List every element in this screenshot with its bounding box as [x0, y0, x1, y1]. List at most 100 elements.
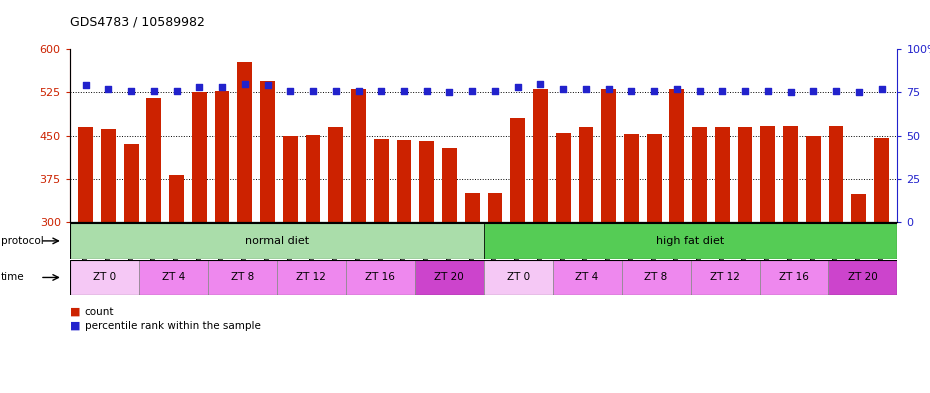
- Bar: [101, 129, 116, 222]
- Point: [192, 84, 206, 90]
- Bar: [352, 90, 365, 222]
- Bar: [511, 118, 525, 222]
- Text: high fat diet: high fat diet: [657, 236, 724, 246]
- Bar: [602, 90, 616, 222]
- Point: [533, 81, 548, 87]
- Text: protocol: protocol: [1, 236, 44, 246]
- Bar: [465, 193, 480, 222]
- Point: [556, 86, 571, 92]
- Point: [146, 88, 161, 94]
- Text: ■: ■: [70, 321, 80, 331]
- Point: [101, 86, 116, 92]
- Point: [328, 88, 343, 94]
- Point: [692, 88, 707, 94]
- Bar: [419, 141, 434, 222]
- Bar: [692, 127, 707, 222]
- Point: [737, 88, 752, 94]
- Bar: [70, 223, 484, 259]
- Bar: [192, 92, 206, 222]
- Bar: [806, 136, 820, 222]
- Bar: [783, 127, 798, 222]
- Bar: [484, 260, 552, 295]
- Point: [487, 88, 502, 94]
- Text: ■: ■: [70, 307, 80, 317]
- Text: count: count: [85, 307, 114, 317]
- Text: ZT 0: ZT 0: [507, 272, 530, 283]
- Text: ZT 8: ZT 8: [231, 272, 254, 283]
- Text: ZT 8: ZT 8: [644, 272, 668, 283]
- Bar: [237, 62, 252, 222]
- Point: [260, 82, 275, 88]
- Point: [352, 88, 366, 94]
- Bar: [346, 260, 415, 295]
- Text: ZT 0: ZT 0: [93, 272, 116, 283]
- Bar: [396, 140, 411, 222]
- Bar: [761, 127, 776, 222]
- Bar: [829, 260, 897, 295]
- Text: ZT 20: ZT 20: [434, 272, 464, 283]
- Bar: [646, 134, 661, 222]
- Text: percentile rank within the sample: percentile rank within the sample: [85, 321, 260, 331]
- Point: [124, 88, 139, 94]
- Point: [511, 84, 525, 90]
- Text: normal diet: normal diet: [245, 236, 309, 246]
- Point: [624, 88, 639, 94]
- Point: [283, 88, 298, 94]
- Bar: [487, 193, 502, 222]
- Point: [215, 84, 230, 90]
- Bar: [70, 260, 139, 295]
- Bar: [874, 138, 889, 222]
- Bar: [737, 127, 752, 222]
- Point: [874, 86, 889, 92]
- Bar: [169, 175, 184, 222]
- Bar: [484, 223, 897, 259]
- Point: [442, 89, 457, 95]
- Bar: [139, 260, 207, 295]
- Point: [419, 88, 434, 94]
- Bar: [374, 139, 389, 222]
- Text: time: time: [1, 272, 24, 283]
- Point: [806, 88, 821, 94]
- Bar: [328, 127, 343, 222]
- Point: [578, 86, 593, 92]
- Point: [237, 81, 252, 87]
- Point: [783, 89, 798, 95]
- Point: [670, 86, 684, 92]
- Bar: [276, 260, 346, 295]
- Bar: [442, 148, 457, 222]
- Bar: [690, 260, 760, 295]
- Bar: [207, 260, 276, 295]
- Point: [761, 88, 776, 94]
- Bar: [556, 133, 571, 222]
- Bar: [147, 98, 161, 222]
- Point: [601, 86, 616, 92]
- Point: [169, 88, 184, 94]
- Bar: [215, 91, 230, 222]
- Bar: [533, 90, 548, 222]
- Point: [829, 88, 844, 94]
- Bar: [124, 144, 139, 222]
- Bar: [715, 127, 730, 222]
- Point: [646, 88, 661, 94]
- Bar: [283, 136, 298, 222]
- Bar: [260, 81, 275, 222]
- Text: ZT 16: ZT 16: [365, 272, 395, 283]
- Bar: [621, 260, 690, 295]
- Text: ZT 16: ZT 16: [779, 272, 809, 283]
- Text: ZT 12: ZT 12: [711, 272, 740, 283]
- Text: ZT 12: ZT 12: [297, 272, 326, 283]
- Text: ZT 20: ZT 20: [848, 272, 878, 283]
- Bar: [760, 260, 829, 295]
- Point: [465, 88, 480, 94]
- Bar: [829, 127, 844, 222]
- Point: [78, 82, 93, 88]
- Bar: [306, 135, 321, 222]
- Bar: [624, 134, 639, 222]
- Bar: [552, 260, 621, 295]
- Bar: [670, 90, 684, 222]
- Point: [851, 89, 866, 95]
- Point: [715, 88, 730, 94]
- Bar: [78, 127, 93, 222]
- Text: ZT 4: ZT 4: [162, 272, 185, 283]
- Text: ZT 4: ZT 4: [576, 272, 599, 283]
